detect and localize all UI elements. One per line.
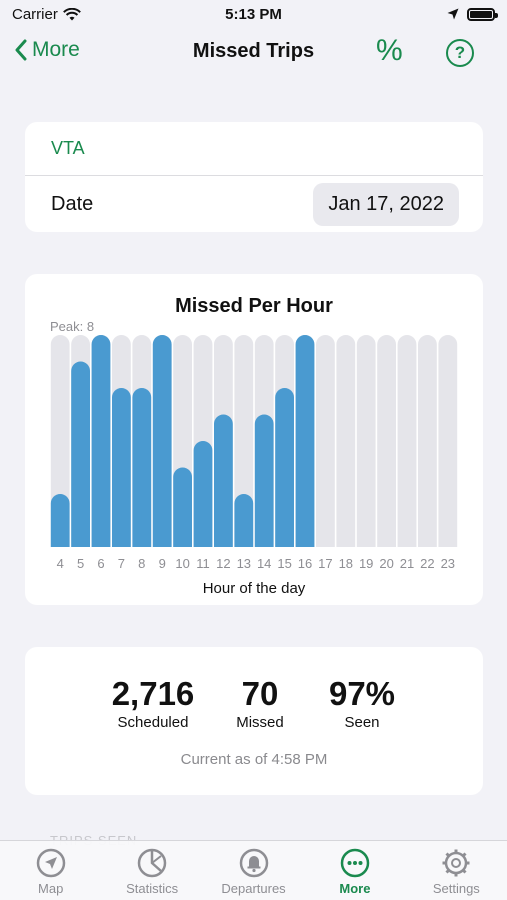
gear-icon — [442, 849, 470, 877]
x-tick-label: 12 — [216, 556, 230, 571]
percent-button[interactable]: % — [376, 34, 403, 67]
missed-per-hour-chart: Peak: 8 4 5 6 7 8 9 10 11 12 13 14 15 16 17 18 19 20 21 22 2… — [50, 319, 458, 571]
x-tick-label: 21 — [400, 556, 414, 571]
nav-bar: More Missed Trips % ? — [0, 30, 507, 76]
bar-track — [336, 335, 356, 547]
as-of-label: Current as of 4:58 PM — [180, 751, 328, 768]
date-label: Date — [51, 192, 94, 215]
bar-track — [316, 335, 335, 547]
bar-track — [234, 335, 254, 547]
seen-stat: 97% Seen — [315, 675, 409, 733]
x-tick-label: 14 — [257, 556, 271, 571]
status-bar: Carrier 5:13 PM — [0, 0, 507, 28]
x-tick-label: 6 — [97, 556, 104, 571]
back-label: More — [32, 38, 80, 61]
tab-label: Statistics — [126, 881, 179, 896]
filter-card: VTA Date Jan 17, 2022 — [25, 122, 483, 232]
chevron-left-icon — [15, 39, 27, 61]
x-tick-label: 9 — [159, 556, 166, 571]
tab-settings[interactable]: Settings — [406, 841, 507, 900]
bar-hour-10 — [173, 467, 192, 547]
bar-track — [377, 335, 396, 547]
x-tick-label: 15 — [277, 556, 291, 571]
x-tick-label: 17 — [318, 556, 332, 571]
date-picker[interactable]: Jan 17, 2022 — [313, 182, 459, 226]
bar-track — [397, 335, 417, 547]
peak-label: Peak: 8 — [50, 319, 94, 334]
scheduled-label: Scheduled — [117, 714, 189, 731]
tab-label: Settings — [432, 881, 480, 896]
back-button[interactable]: More — [14, 38, 80, 62]
bell-icon — [239, 848, 268, 878]
tab-label: Departures — [221, 881, 286, 896]
x-tick-label: 7 — [118, 556, 125, 571]
status-left: Carrier — [12, 6, 81, 23]
bar-track — [438, 335, 458, 547]
x-tick-label: 10 — [175, 556, 189, 571]
x-tick-label: 23 — [441, 556, 455, 571]
x-tick-label: 8 — [138, 556, 145, 571]
bar-hour-9 — [152, 335, 172, 547]
pie-chart-icon — [137, 848, 167, 878]
tab-label: Map — [38, 881, 64, 896]
tab-more[interactable]: More — [304, 841, 405, 900]
x-tick-label: 13 — [237, 556, 251, 571]
bar-hour-7 — [112, 388, 131, 547]
carrier-label: Carrier — [12, 5, 58, 23]
status-right — [447, 7, 498, 21]
missed-value: 70 — [241, 675, 279, 712]
tab-label: More — [339, 881, 371, 896]
tab-map[interactable]: Map — [0, 841, 101, 900]
bar-hour-15 — [275, 388, 294, 547]
bar-track — [50, 335, 70, 547]
chart-card: Missed Per Hour Peak: 8 4 5 6 7 8 9 10 11 12 13 14 1… — [25, 274, 483, 605]
date-row: Date Jan 17, 2022 — [25, 176, 483, 232]
tab-departures[interactable]: Departures — [203, 841, 304, 900]
x-tick-label: 5 — [77, 556, 84, 571]
bar-hour-11 — [193, 441, 213, 547]
missed-label: Missed — [236, 714, 284, 731]
tab-bar: Map Statistics Departures More — [0, 840, 507, 900]
bar-hour-6 — [91, 335, 111, 547]
bar-hour-5 — [71, 361, 90, 547]
ellipsis-circle-icon — [340, 848, 370, 878]
bar-track — [356, 335, 376, 547]
scheduled-value: 2,716 — [111, 675, 195, 712]
agency-selector[interactable]: VTA — [25, 122, 483, 176]
missed-stat: 70 Missed — [220, 675, 300, 733]
stats-card: 2,716 Scheduled 70 Missed 97% Seen Curre… — [25, 647, 483, 795]
x-tick-label: 19 — [359, 556, 373, 571]
bar-hour-12 — [214, 414, 233, 547]
bar-hour-16 — [295, 335, 315, 547]
x-tick-label: 20 — [379, 556, 393, 571]
bar-hour-13 — [234, 494, 254, 547]
chart-title: Missed Per Hour — [175, 295, 333, 317]
scheduled-stat: 2,716 Scheduled — [105, 675, 201, 733]
location-icon — [447, 8, 459, 20]
x-tick-label: 4 — [57, 556, 64, 571]
bar-hour-8 — [132, 388, 152, 547]
location-arrow-icon — [36, 848, 65, 878]
x-tick-label: 11 — [196, 556, 210, 571]
seen-value: 97% — [328, 675, 396, 712]
seen-label: Seen — [344, 714, 380, 731]
bar-hour-14 — [254, 414, 274, 547]
battery-icon — [467, 7, 498, 21]
bar-hour-4 — [50, 494, 70, 547]
x-tick-label: 18 — [339, 556, 353, 571]
x-tick-label: 16 — [298, 556, 312, 571]
bar-track — [418, 335, 437, 547]
agency-name: VTA — [51, 138, 85, 158]
status-time: 5:13 PM — [225, 5, 282, 23]
x-axis-title: Hour of the day — [202, 580, 306, 597]
x-tick-label: 22 — [420, 556, 434, 571]
help-button[interactable]: ? — [446, 39, 474, 67]
wifi-icon — [62, 7, 81, 20]
page-title: Missed Trips — [192, 40, 315, 62]
tab-statistics[interactable]: Statistics — [101, 841, 202, 900]
